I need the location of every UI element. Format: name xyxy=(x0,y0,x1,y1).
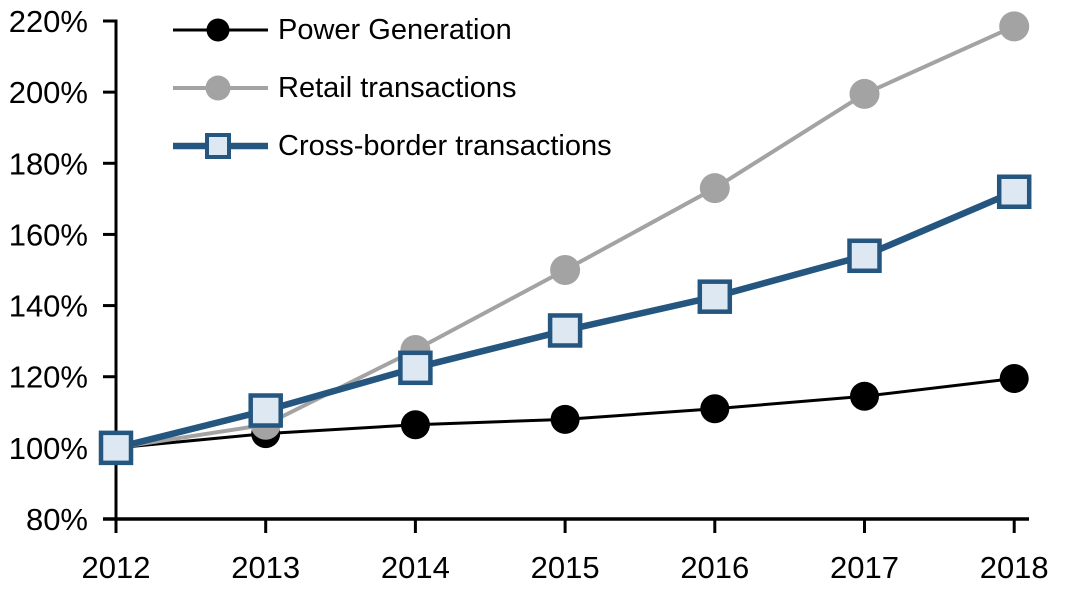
y-axis-tick-label: 100% xyxy=(9,431,88,466)
series-marker-1 xyxy=(550,255,581,285)
cross-border-transactions-line-marker-icon xyxy=(173,133,268,159)
x-axis-tick-label: 2018 xyxy=(980,550,1049,585)
series-marker-2 xyxy=(98,430,134,466)
series-marker-1 xyxy=(999,11,1030,42)
x-axis-tick-label: 2015 xyxy=(531,550,600,585)
legend-item-power-generation: Power Generation xyxy=(173,1,612,59)
x-axis-tick-label: 2013 xyxy=(231,550,300,585)
legend-label-retail-transactions: Retail transactions xyxy=(278,71,517,104)
series-marker-0 xyxy=(999,363,1029,393)
legend-item-cross-border-transactions: Cross-border transactions xyxy=(173,117,612,175)
series-marker-2 xyxy=(697,279,733,314)
retail-transactions-line-marker-icon xyxy=(173,75,268,101)
series-marker-2 xyxy=(847,238,882,274)
series-marker-1 xyxy=(699,173,730,204)
x-axis-tick-label: 2016 xyxy=(680,550,749,585)
y-axis-tick-label: 120% xyxy=(9,360,88,395)
series-marker-0 xyxy=(850,381,879,411)
y-axis-tick-label: 200% xyxy=(9,75,88,110)
series-marker-2 xyxy=(547,313,583,348)
series-marker-0 xyxy=(700,394,730,424)
x-axis-tick-label: 2012 xyxy=(82,550,151,585)
x-axis-tick-label: 2014 xyxy=(381,550,450,585)
y-axis-tick-label: 160% xyxy=(9,217,88,252)
series-marker-2 xyxy=(248,393,283,428)
legend-label-cross-border-transactions: Cross-border transactions xyxy=(278,129,612,162)
y-axis-tick-label: 180% xyxy=(9,146,88,181)
y-axis-tick-label: 220% xyxy=(9,4,88,39)
series-marker-1 xyxy=(849,78,880,109)
power-generation-line-marker-icon xyxy=(173,18,268,42)
y-axis-tick-label: 140% xyxy=(9,289,88,324)
series-marker-0 xyxy=(400,410,430,440)
chart-legend: Power Generation Retail transactions Cro… xyxy=(173,1,612,175)
x-axis-tick-label: 2017 xyxy=(830,550,899,585)
series-marker-2 xyxy=(996,174,1032,209)
legend-label-power-generation: Power Generation xyxy=(278,13,512,46)
series-marker-2 xyxy=(398,350,433,386)
series-marker-0 xyxy=(550,404,580,434)
y-axis-tick-label: 80% xyxy=(26,502,88,537)
legend-item-retail-transactions: Retail transactions xyxy=(173,59,612,117)
